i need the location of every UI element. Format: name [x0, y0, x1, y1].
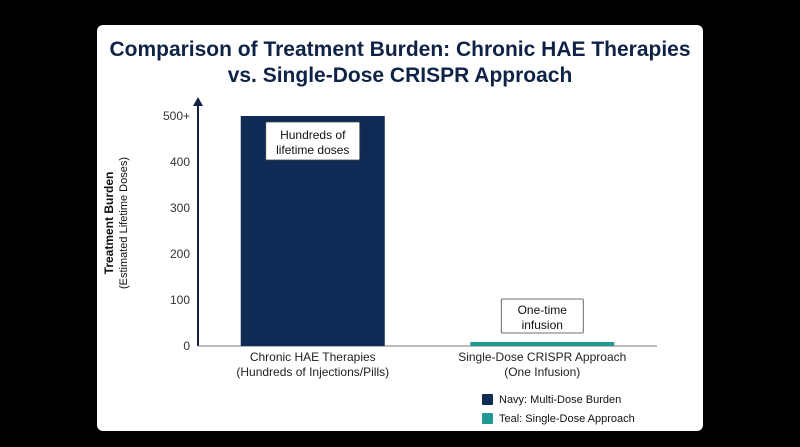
legend-item-navy: Navy: Multi-Dose Burden — [482, 390, 635, 409]
chart-title: Comparison of Treatment Burden: Chronic … — [109, 38, 691, 87]
annotation-text: One-time — [518, 303, 568, 317]
legend-label-navy: Navy: Multi-Dose Burden — [499, 393, 622, 406]
bar-single-dose-crispr — [470, 342, 615, 346]
x-tick-label: Chronic HAE Therapies — [250, 350, 376, 364]
legend-item-teal: Teal: Single-Dose Approach — [482, 409, 635, 428]
y-tick-label: 0 — [183, 339, 190, 353]
annotation-box — [265, 121, 361, 161]
y-axis-arrow-icon — [193, 97, 203, 106]
legend: Navy: Multi-Dose Burden Teal: Single-Dos… — [482, 390, 635, 428]
y-tick-label: 400 — [170, 155, 190, 169]
plot-area: 0 100 200 300 400 500+ Chronic HAE Therapies(H… — [163, 97, 657, 379]
x-tick-label: (One Infusion) — [504, 365, 580, 379]
legend-label-teal: Teal: Single-Dose Approach — [499, 412, 635, 425]
annotation-text: Hundreds of — [280, 128, 346, 142]
annotation-text: infusion — [522, 318, 563, 332]
x-tick-label: (Hundreds of Injections/Pills) — [236, 365, 389, 379]
annotation-box — [500, 298, 584, 334]
y-tick-label: 500+ — [163, 109, 190, 123]
y-tick-label: 300 — [170, 201, 190, 215]
chart-card: Comparison of Treatment Burden: Chronic … — [97, 25, 703, 431]
legend-swatch-teal — [482, 413, 493, 424]
legend-swatch-navy — [482, 394, 493, 405]
annotation-text: lifetime doses — [276, 143, 349, 157]
y-tick-label: 100 — [170, 293, 190, 307]
x-tick-label: Single-Dose CRISPR Approach — [458, 350, 626, 364]
y-tick-label: 200 — [170, 247, 190, 261]
